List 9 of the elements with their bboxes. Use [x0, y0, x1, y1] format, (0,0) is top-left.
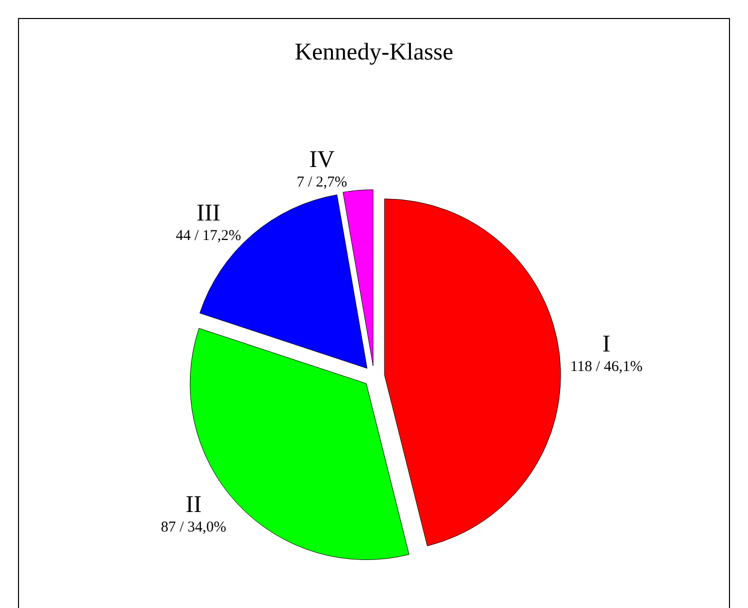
data-label: 118 / 46,1%	[570, 358, 643, 375]
data-label: 87 / 34,0%	[160, 519, 226, 536]
chart-title: Kennedy-Klasse	[294, 39, 454, 66]
slice-label: I	[602, 331, 610, 358]
data-label: 44 / 17,2%	[176, 228, 242, 244]
data-label: 7 / 2,7%	[296, 174, 348, 190]
slice-label: III	[196, 200, 220, 227]
slice-label: IV	[309, 146, 336, 173]
slice-label: II	[186, 492, 202, 518]
